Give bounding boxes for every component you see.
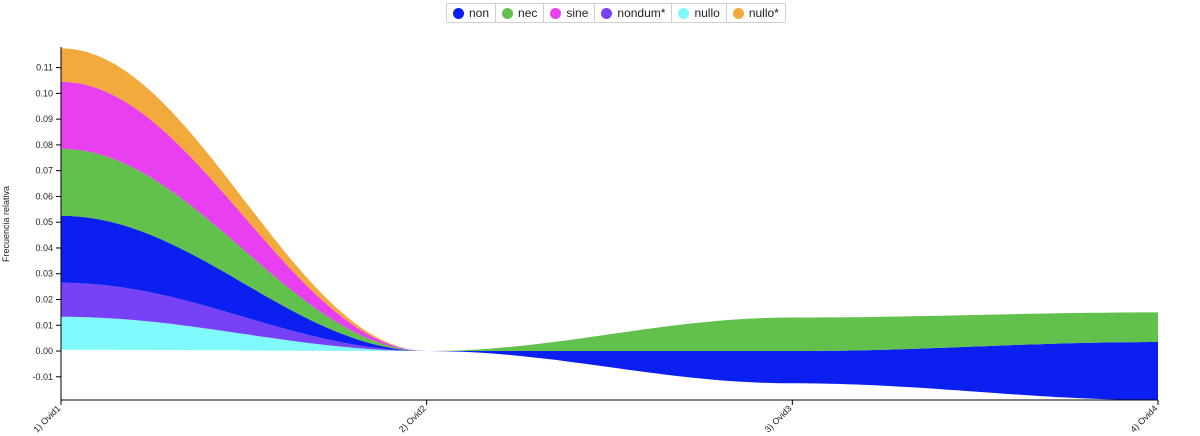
y-tick-label: 0.05 xyxy=(35,217,53,227)
x-axis: 1) Ovid1 2) Ovid2 3) Ovid3 4) Ovid4 xyxy=(31,399,1159,434)
y-tick-label: 0.04 xyxy=(35,243,53,253)
legend-label: nullo xyxy=(694,6,720,20)
x-tick-label: 4) Ovid4 xyxy=(1128,403,1159,434)
y-tick-label: 0.08 xyxy=(35,140,53,150)
legend-swatch xyxy=(453,7,464,19)
legend-swatch xyxy=(601,7,613,19)
legend-item-non[interactable]: non xyxy=(447,4,497,22)
stream-layer-nec[interactable] xyxy=(61,148,1158,351)
y-tick-label: 0.00 xyxy=(35,346,53,356)
y-axis-label: Frecuencia relativa xyxy=(1,186,11,262)
x-tick-label: 1) Ovid1 xyxy=(31,403,62,434)
legend-label: nec xyxy=(518,6,538,20)
legend-swatch xyxy=(732,7,744,19)
legend-swatch xyxy=(678,7,690,19)
y-axis: -0.01 0.00 0.01 0.02 0.03 0.04 0.05 0.06 0.07 0.0… xyxy=(32,47,62,400)
stream-areas xyxy=(61,48,1158,400)
legend-item-sine[interactable]: sine xyxy=(544,4,596,22)
x-tick-label: 3) Ovid3 xyxy=(763,403,794,434)
y-tick-label: 0.07 xyxy=(35,166,53,176)
x-tick-label: 2) Ovid2 xyxy=(397,403,428,434)
y-tick-label: 0.03 xyxy=(35,269,53,279)
legend-item-nec[interactable]: nec xyxy=(496,4,545,22)
legend-label: non xyxy=(469,6,490,20)
y-tick-label: 0.01 xyxy=(35,320,53,330)
stream-layer-nullo[interactable] xyxy=(61,316,1158,400)
y-tick-label: 0.11 xyxy=(36,63,53,73)
legend-label: sine xyxy=(566,6,589,20)
legend-label: nullo* xyxy=(748,6,779,20)
y-tick-label: -0.01 xyxy=(32,372,53,382)
chart-legend: non nec sine nondum* nullo nullo* xyxy=(446,3,786,23)
legend-item-nullo[interactable]: nullo xyxy=(672,4,727,22)
legend-swatch xyxy=(502,7,514,19)
legend-item-nondum[interactable]: nondum* xyxy=(595,4,673,22)
y-tick-label: 0.09 xyxy=(35,114,53,124)
y-tick-label: 0.10 xyxy=(35,88,53,98)
legend-swatch xyxy=(550,7,562,19)
y-tick-label: 0.02 xyxy=(35,295,53,305)
legend-label: nondum* xyxy=(617,6,666,20)
stream-layer-non[interactable] xyxy=(61,215,1158,400)
y-tick-label: 0.06 xyxy=(35,191,53,201)
legend-item-nullo[interactable]: nullo* xyxy=(727,4,785,22)
